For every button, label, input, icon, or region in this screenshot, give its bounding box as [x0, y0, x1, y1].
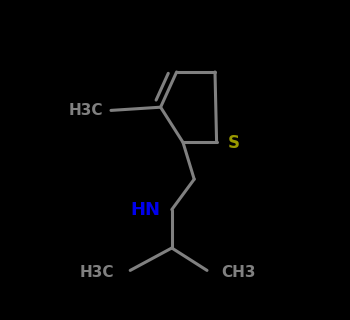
Text: H3C: H3C	[69, 103, 103, 118]
Text: CH3: CH3	[222, 265, 256, 280]
Text: HN: HN	[131, 201, 161, 219]
Text: S: S	[228, 134, 240, 152]
Text: H3C: H3C	[80, 265, 114, 280]
